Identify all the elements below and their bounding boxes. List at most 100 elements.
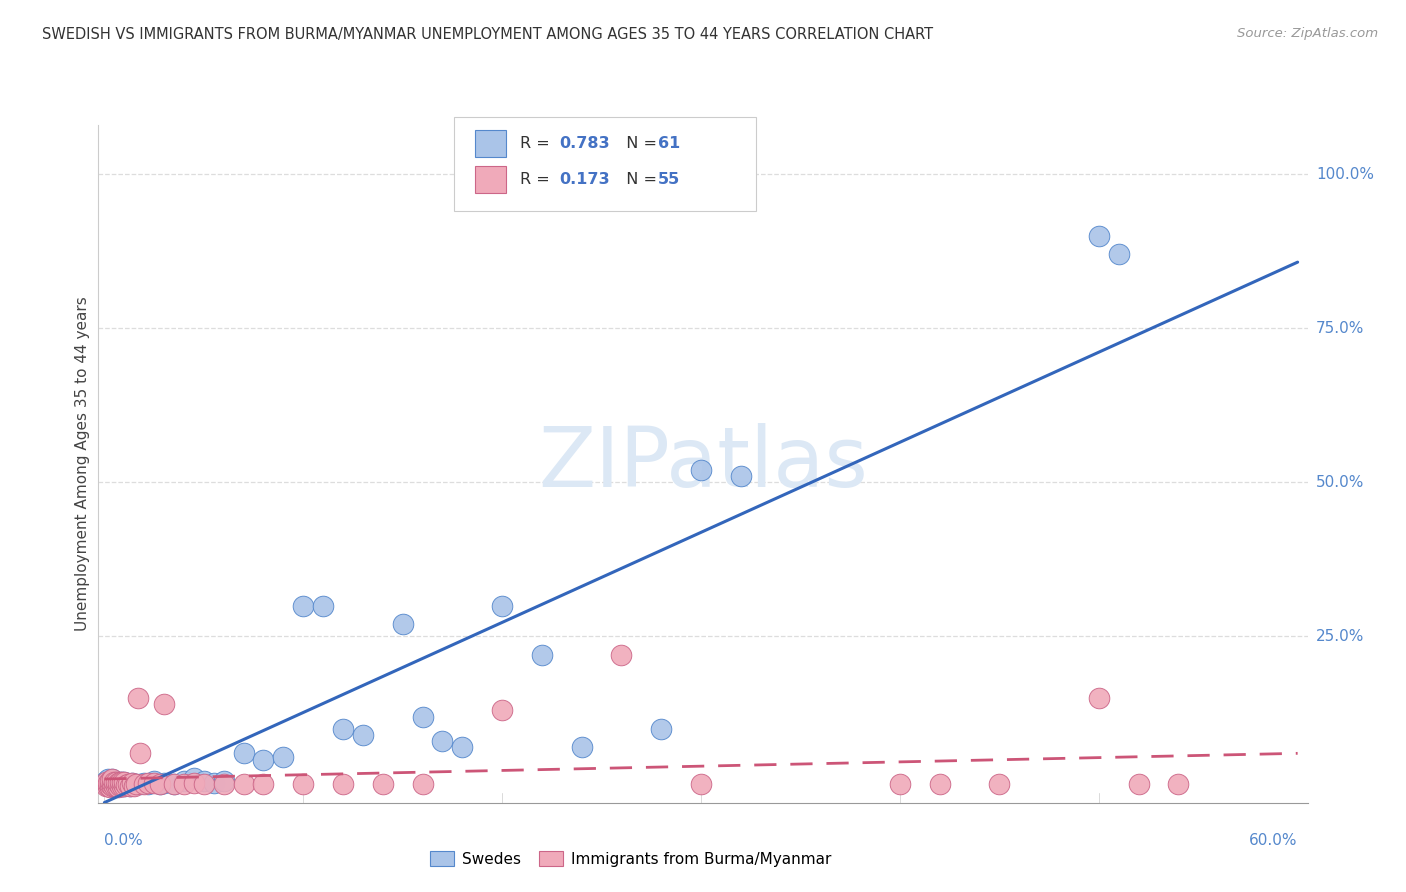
Point	[117, 777, 139, 791]
Point	[332, 722, 354, 736]
Point	[432, 734, 454, 748]
Point	[105, 779, 128, 793]
Point	[1108, 247, 1130, 261]
Point	[112, 779, 135, 793]
Point	[988, 777, 1011, 791]
Point	[117, 777, 139, 791]
Text: 25.0%: 25.0%	[1316, 629, 1364, 644]
Point	[183, 776, 205, 790]
Point	[105, 775, 128, 789]
Point	[127, 691, 149, 706]
Point	[352, 728, 374, 742]
Point	[143, 776, 166, 790]
Point	[136, 777, 159, 791]
Point	[97, 772, 120, 787]
Point	[292, 599, 315, 613]
Point	[98, 780, 121, 794]
Point	[112, 775, 135, 789]
Point	[193, 777, 215, 791]
Text: 0.173: 0.173	[560, 172, 610, 187]
Point	[122, 778, 145, 792]
Point	[690, 463, 713, 477]
Text: 61: 61	[658, 136, 681, 152]
Point	[101, 779, 124, 793]
Point	[97, 779, 120, 793]
Point	[98, 773, 121, 788]
Point	[273, 749, 295, 764]
Point	[96, 775, 118, 789]
Point	[107, 775, 129, 789]
Point	[134, 776, 156, 790]
Point	[571, 740, 593, 755]
Point	[252, 777, 274, 791]
Point	[120, 779, 142, 793]
Text: 60.0%: 60.0%	[1249, 833, 1298, 848]
Point	[183, 771, 205, 785]
Point	[107, 776, 129, 790]
Point	[107, 779, 129, 793]
Point	[97, 776, 120, 790]
Text: 0.0%: 0.0%	[104, 833, 143, 848]
Legend: Swedes, Immigrants from Burma/Myanmar: Swedes, Immigrants from Burma/Myanmar	[423, 846, 838, 873]
Point	[650, 722, 672, 736]
Point	[115, 778, 138, 792]
Point	[173, 777, 195, 791]
Point	[101, 776, 124, 790]
Point	[122, 779, 145, 793]
Point	[212, 777, 235, 791]
Point	[928, 777, 950, 791]
Point	[103, 775, 125, 789]
Point	[121, 776, 143, 790]
Point	[371, 777, 394, 791]
Point	[111, 779, 134, 793]
Text: 100.0%: 100.0%	[1316, 167, 1374, 182]
Point	[1128, 777, 1150, 791]
Point	[1167, 777, 1189, 791]
Point	[110, 775, 132, 789]
Point	[96, 779, 118, 793]
Point	[111, 779, 134, 793]
Point	[312, 599, 335, 613]
Point	[149, 777, 172, 791]
Text: N =: N =	[616, 172, 662, 187]
Point	[136, 776, 159, 790]
Point	[232, 747, 254, 761]
Point	[491, 703, 513, 717]
Text: Source: ZipAtlas.com: Source: ZipAtlas.com	[1237, 27, 1378, 40]
Point	[451, 740, 474, 755]
Point	[112, 779, 135, 793]
Point	[173, 774, 195, 789]
Point	[110, 779, 132, 793]
Point	[111, 775, 134, 789]
Point	[105, 775, 128, 789]
Point	[153, 776, 176, 790]
Point	[96, 777, 118, 791]
Point	[491, 599, 513, 613]
Point	[103, 779, 125, 793]
Point	[610, 648, 633, 662]
Point	[143, 774, 166, 789]
Point	[212, 774, 235, 789]
Text: SWEDISH VS IMMIGRANTS FROM BURMA/MYANMAR UNEMPLOYMENT AMONG AGES 35 TO 44 YEARS : SWEDISH VS IMMIGRANTS FROM BURMA/MYANMAR…	[42, 27, 934, 42]
Point	[101, 772, 124, 787]
Point	[110, 775, 132, 789]
Point	[121, 776, 143, 790]
Text: R =: R =	[520, 172, 555, 187]
Point	[730, 469, 752, 483]
Text: ZIPatlas: ZIPatlas	[538, 424, 868, 504]
Y-axis label: Unemployment Among Ages 35 to 44 years: Unemployment Among Ages 35 to 44 years	[75, 296, 90, 632]
Point	[232, 777, 254, 791]
Point	[107, 780, 129, 794]
Point	[98, 774, 121, 789]
Point	[101, 776, 124, 790]
Point	[690, 777, 713, 791]
Point	[889, 777, 911, 791]
Point	[103, 777, 125, 791]
Point	[412, 777, 434, 791]
Point	[111, 775, 134, 789]
Point	[1087, 691, 1109, 706]
Point	[98, 779, 121, 793]
Point	[530, 648, 553, 662]
Point	[332, 777, 354, 791]
Point	[202, 776, 225, 790]
